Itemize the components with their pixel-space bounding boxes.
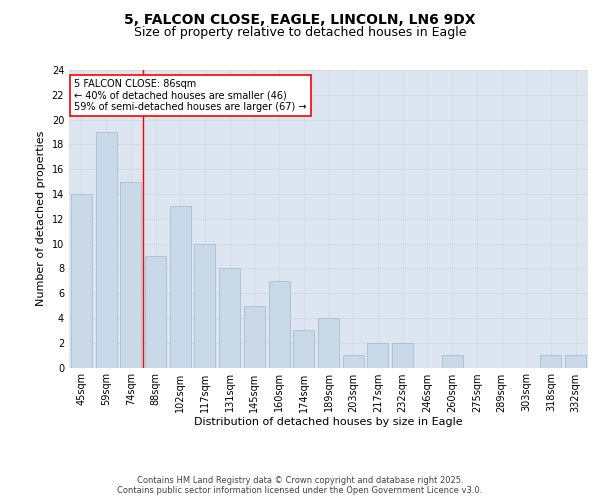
Bar xyxy=(170,206,191,368)
Bar xyxy=(565,355,586,368)
Bar xyxy=(194,244,215,368)
Bar xyxy=(269,280,290,368)
Text: Contains HM Land Registry data © Crown copyright and database right 2025.
Contai: Contains HM Land Registry data © Crown c… xyxy=(118,476,482,495)
Text: 5, FALCON CLOSE, EAGLE, LINCOLN, LN6 9DX: 5, FALCON CLOSE, EAGLE, LINCOLN, LN6 9DX xyxy=(124,12,476,26)
Bar xyxy=(244,306,265,368)
Text: 5 FALCON CLOSE: 86sqm
← 40% of detached houses are smaller (46)
59% of semi-deta: 5 FALCON CLOSE: 86sqm ← 40% of detached … xyxy=(74,79,307,112)
Bar xyxy=(343,355,364,368)
Y-axis label: Number of detached properties: Number of detached properties xyxy=(36,131,46,306)
Bar xyxy=(293,330,314,368)
Bar xyxy=(318,318,339,368)
X-axis label: Distribution of detached houses by size in Eagle: Distribution of detached houses by size … xyxy=(194,418,463,428)
Bar xyxy=(95,132,116,368)
Bar xyxy=(541,355,562,368)
Bar xyxy=(145,256,166,368)
Bar xyxy=(219,268,240,368)
Bar xyxy=(442,355,463,368)
Bar xyxy=(120,182,141,368)
Text: Size of property relative to detached houses in Eagle: Size of property relative to detached ho… xyxy=(134,26,466,39)
Bar xyxy=(367,342,388,367)
Bar xyxy=(71,194,92,368)
Bar xyxy=(392,342,413,367)
